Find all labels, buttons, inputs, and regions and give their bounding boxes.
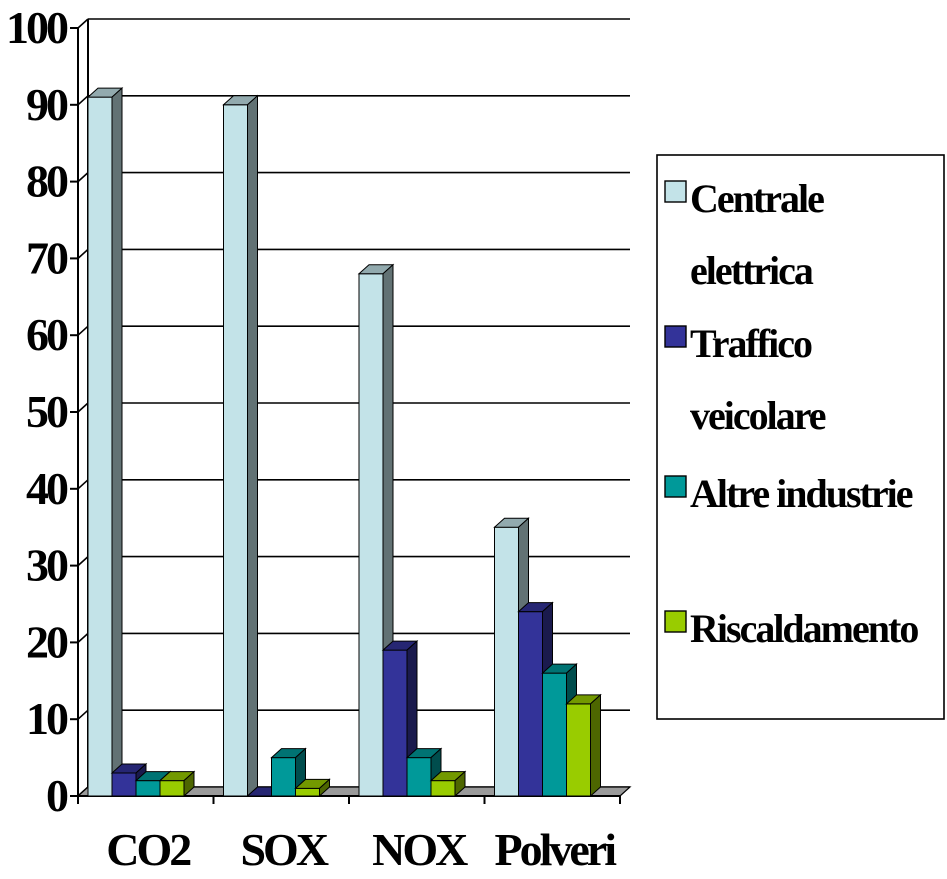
gridline-side (77, 479, 89, 490)
legend-swatch (664, 475, 687, 498)
y-tick-label: 80 (26, 156, 68, 207)
y-tick-label: 50 (26, 386, 68, 437)
gridline-side (77, 248, 89, 259)
gridline-side (77, 632, 89, 643)
legend-entry: Traffico veicolare (664, 321, 828, 438)
y-tick-label: 30 (26, 540, 68, 591)
legend-label: Traffico (690, 321, 812, 366)
legend: Centrale elettrica Traffico veicolare Altre … (656, 154, 945, 720)
gridline-side (77, 556, 89, 567)
legend-swatch (664, 325, 687, 348)
y-tick-label: 10 (26, 693, 68, 744)
legend-label: elettrica (690, 248, 814, 293)
bar (86, 86, 124, 798)
legend-label: Riscaldamento (690, 606, 918, 651)
gridline-side (77, 95, 89, 106)
gridline-side (77, 172, 89, 183)
x-category-label: SOX (240, 824, 328, 875)
bars (86, 86, 602, 798)
legend-entry: Altre industrie (664, 471, 915, 516)
y-tick-label: 70 (26, 232, 68, 283)
bar (294, 778, 331, 798)
x-axis-categories: CO2 SOX NOX Polveri (77, 796, 621, 875)
bar (158, 770, 196, 798)
legend-entry: Riscaldamento (664, 606, 920, 651)
legend-label: veicolare (690, 393, 826, 438)
y-tick-label: 60 (26, 309, 68, 360)
bar (429, 770, 467, 798)
y-tick-label: 40 (26, 463, 68, 514)
gridline-side (77, 18, 89, 29)
bar (222, 94, 259, 798)
legend-box (656, 154, 945, 720)
y-tick-label: 0 (46, 770, 68, 821)
x-category-label: NOX (372, 824, 468, 875)
legend-entry: Centrale elettrica (664, 176, 826, 293)
y-tick-label: 100 (6, 2, 68, 53)
legend-swatch (664, 180, 687, 203)
legend-label: Centrale (690, 176, 824, 221)
legend-swatch (664, 610, 687, 633)
bar (357, 263, 395, 798)
y-tick-label: 20 (26, 616, 68, 667)
legend-label: Altre industrie (690, 471, 913, 516)
x-category-label: CO2 (106, 824, 191, 875)
bar (565, 693, 602, 798)
y-tick-label: 90 (26, 79, 68, 130)
gridline-side (77, 325, 89, 336)
x-category-label: Polveri (495, 824, 618, 875)
gridline-side (77, 709, 89, 720)
gridline-side (77, 402, 89, 413)
y-axis-ticks: 0 10 20 30 40 50 60 70 80 90 100 (6, 2, 78, 821)
